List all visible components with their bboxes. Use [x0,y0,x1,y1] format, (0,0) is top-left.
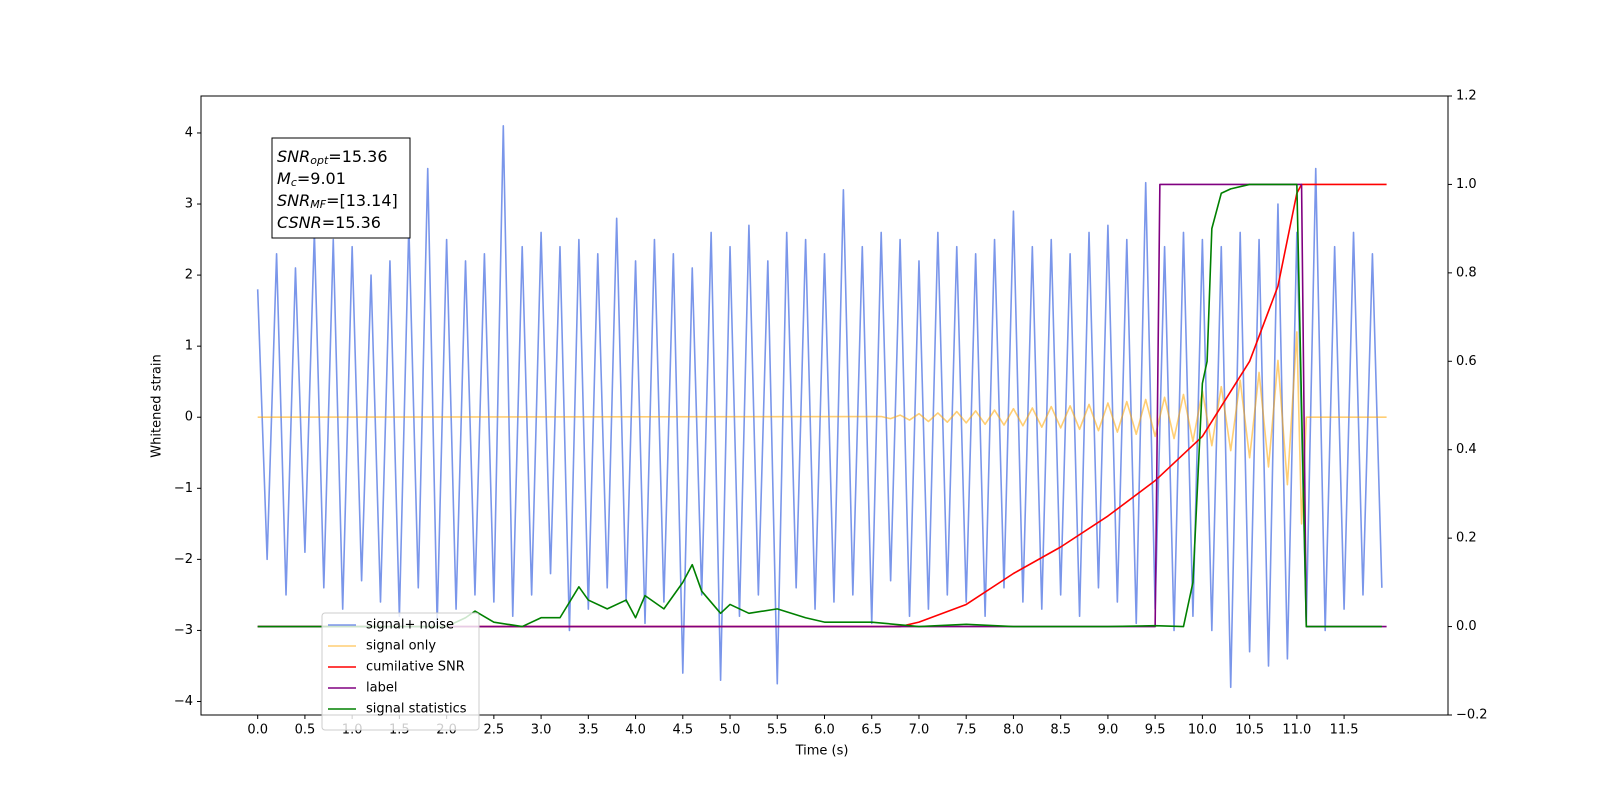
y-tick-label: 0 [185,410,193,425]
x-tick-label: 10.0 [1188,723,1217,738]
y2-tick-label: 0.8 [1456,265,1477,280]
y-tick-label: 3 [185,197,193,212]
x-tick-label: 6.0 [814,723,835,738]
annotation-sub: MF [310,198,326,211]
legend-label: cumilative SNR [366,660,465,675]
x-tick-label: 6.5 [861,723,882,738]
annotation-main: SNR [277,191,310,210]
y-tick-label: 4 [185,125,193,140]
annotation-text: SNRopt=15.36 [277,147,388,168]
y-tick-label: −1 [174,481,193,496]
y2-tick-label: 1.2 [1456,89,1477,104]
x-tick-label: 8.5 [1050,723,1071,738]
annotation-tail: =15.36 [322,213,381,232]
series-line [257,183,1382,628]
x-axis-label: Time (s) [795,744,849,759]
x-tick-label: 0.5 [295,723,316,738]
annotation-text: CSNR=15.36 [277,213,381,232]
y2-tick-label: 0.4 [1456,442,1477,457]
y-tick-label: 1 [185,339,193,354]
x-tick-label: 3.5 [578,723,599,738]
y2-tick-label: 1.0 [1456,177,1477,192]
x-tick-label: 11.0 [1282,723,1311,738]
legend-label: signal statistics [366,702,467,717]
annotation-main: M [277,169,291,188]
x-tick-label: 8.0 [1003,723,1024,738]
series-line [257,331,1387,525]
annotation-sub: c [291,176,297,189]
annotation-frame [271,137,411,239]
annotation-main: SNR [277,147,310,166]
y-tick-label: −3 [174,623,193,638]
x-tick-label: 3.0 [531,723,552,738]
annotation-tail: =[13.14] [326,191,398,210]
y-tick-label: 2 [185,268,193,283]
annotation-text: Mc=9.01 [277,169,346,190]
x-tick-label: 11.5 [1330,723,1359,738]
legend: signal+ noise signal only cumilative SNR la… [321,612,480,731]
legend-label: signal+ noise [366,618,454,633]
series-line [257,183,1387,628]
legend-label: label [366,681,397,696]
x-tick-label: 5.0 [720,723,741,738]
annotation-sub: opt [310,154,329,167]
x-tick-label: 10.5 [1235,723,1264,738]
x-tick-label: 9.5 [1145,723,1166,738]
y2-tick-label: 0.6 [1456,354,1477,369]
x-tick-label: 5.5 [767,723,788,738]
legend-label: signal only [366,639,436,654]
annotation-text: SNRMF=[13.14] [277,191,398,212]
x-tick-label: 7.0 [909,723,930,738]
annotation-main: CSNR [277,213,322,232]
x-tick-label: 0.0 [247,723,268,738]
x-tick-label: 4.0 [625,723,646,738]
y2-tick-label: −0.2 [1456,708,1488,723]
x-tick-label: 9.0 [1098,723,1119,738]
y-tick-label: −4 [174,694,193,709]
y2-tick-label: 0.2 [1456,531,1477,546]
y2-tick-label: 0.0 [1456,619,1477,634]
annotation-tail: =9.01 [297,169,346,188]
annotation-box: SNRopt=15.36Mc=9.01SNRMF=[13.14]CSNR=15.… [271,137,411,239]
x-tick-label: 4.5 [672,723,693,738]
y-tick-label: −2 [174,552,193,567]
plot-frame [200,95,1449,716]
y-axis-label: Whitened strain [150,354,165,457]
x-tick-label: 7.5 [956,723,977,738]
legend-frame [321,612,480,731]
x-tick-label: 2.5 [484,723,505,738]
annotation-tail: =15.36 [328,147,387,166]
